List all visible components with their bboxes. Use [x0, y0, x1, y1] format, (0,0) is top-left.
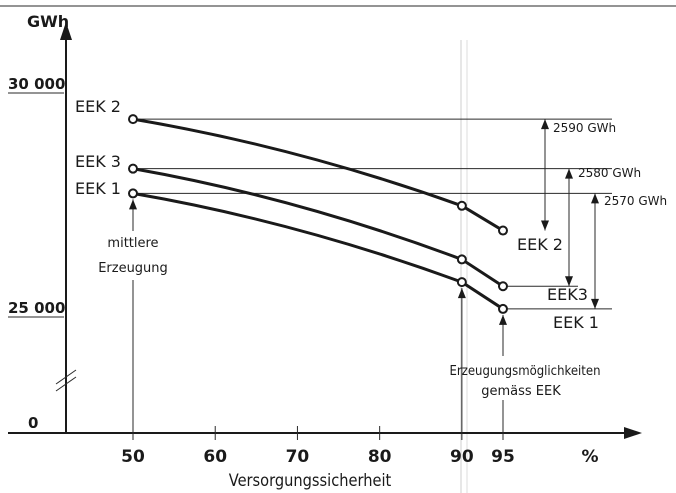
x-axis-label: Versorgungssicherheit — [229, 470, 392, 490]
guide-arrowhead — [498, 314, 507, 325]
axis-break-mark — [55, 376, 77, 392]
data-point — [456, 200, 467, 211]
production-possibilities-label: gemäss EEK — [481, 384, 561, 399]
difference-arrowhead — [565, 276, 573, 287]
y-tick-label: 25 000 — [8, 299, 65, 317]
mean-production-label: mittlere — [107, 236, 158, 251]
difference-label: 2580 GWh — [578, 166, 641, 180]
y-tick-label: 0 — [28, 414, 38, 432]
data-point — [456, 254, 467, 265]
difference-arrowhead — [565, 168, 573, 179]
difference-label: 2590 GWh — [553, 121, 616, 135]
data-point — [497, 225, 508, 236]
data-point — [128, 188, 138, 199]
difference-arrowhead — [541, 220, 549, 231]
x-tick-label: 95 — [491, 447, 515, 467]
data-point — [456, 277, 467, 288]
series-label: EEK 3 — [75, 152, 121, 171]
data-point — [497, 281, 508, 292]
axis-break-mark — [55, 369, 77, 385]
x-tick-label: 70 — [286, 447, 310, 467]
data-point — [128, 114, 138, 125]
x-axis-arrow — [624, 427, 642, 439]
x-tick-label: 90 — [450, 447, 474, 467]
x-tick-label: 80 — [368, 447, 392, 467]
y-axis-label: GWh — [27, 12, 69, 31]
guide-arrowhead — [129, 199, 137, 210]
difference-arrowhead — [591, 193, 599, 204]
series-line-eek1 — [132, 191, 504, 311]
guide-arrowhead — [457, 288, 466, 299]
x-tick-label: 50 — [121, 447, 145, 467]
y-tick-label: 30 000 — [8, 75, 65, 93]
series-label: EEK 1 — [553, 313, 599, 332]
x-axis-unit: % — [581, 447, 598, 467]
series-label: EEK 2 — [517, 235, 563, 254]
data-point — [497, 303, 508, 314]
series-line-eek2 — [132, 117, 504, 232]
production-possibilities-label: Erzeugungsmöglichkeiten — [450, 363, 601, 378]
series-label: EEK 2 — [75, 97, 121, 116]
difference-arrowhead — [541, 119, 549, 130]
series-label: EEK 1 — [75, 179, 121, 198]
y-axis-arrow — [60, 22, 72, 40]
series-line-eek3 — [132, 167, 504, 288]
difference-arrowhead — [591, 298, 599, 309]
difference-label: 2570 GWh — [604, 194, 667, 208]
data-point — [128, 163, 138, 174]
series-label: EEK3 — [547, 285, 588, 304]
x-tick-label: 60 — [203, 447, 227, 467]
mean-production-label: Erzeugung — [98, 261, 168, 276]
